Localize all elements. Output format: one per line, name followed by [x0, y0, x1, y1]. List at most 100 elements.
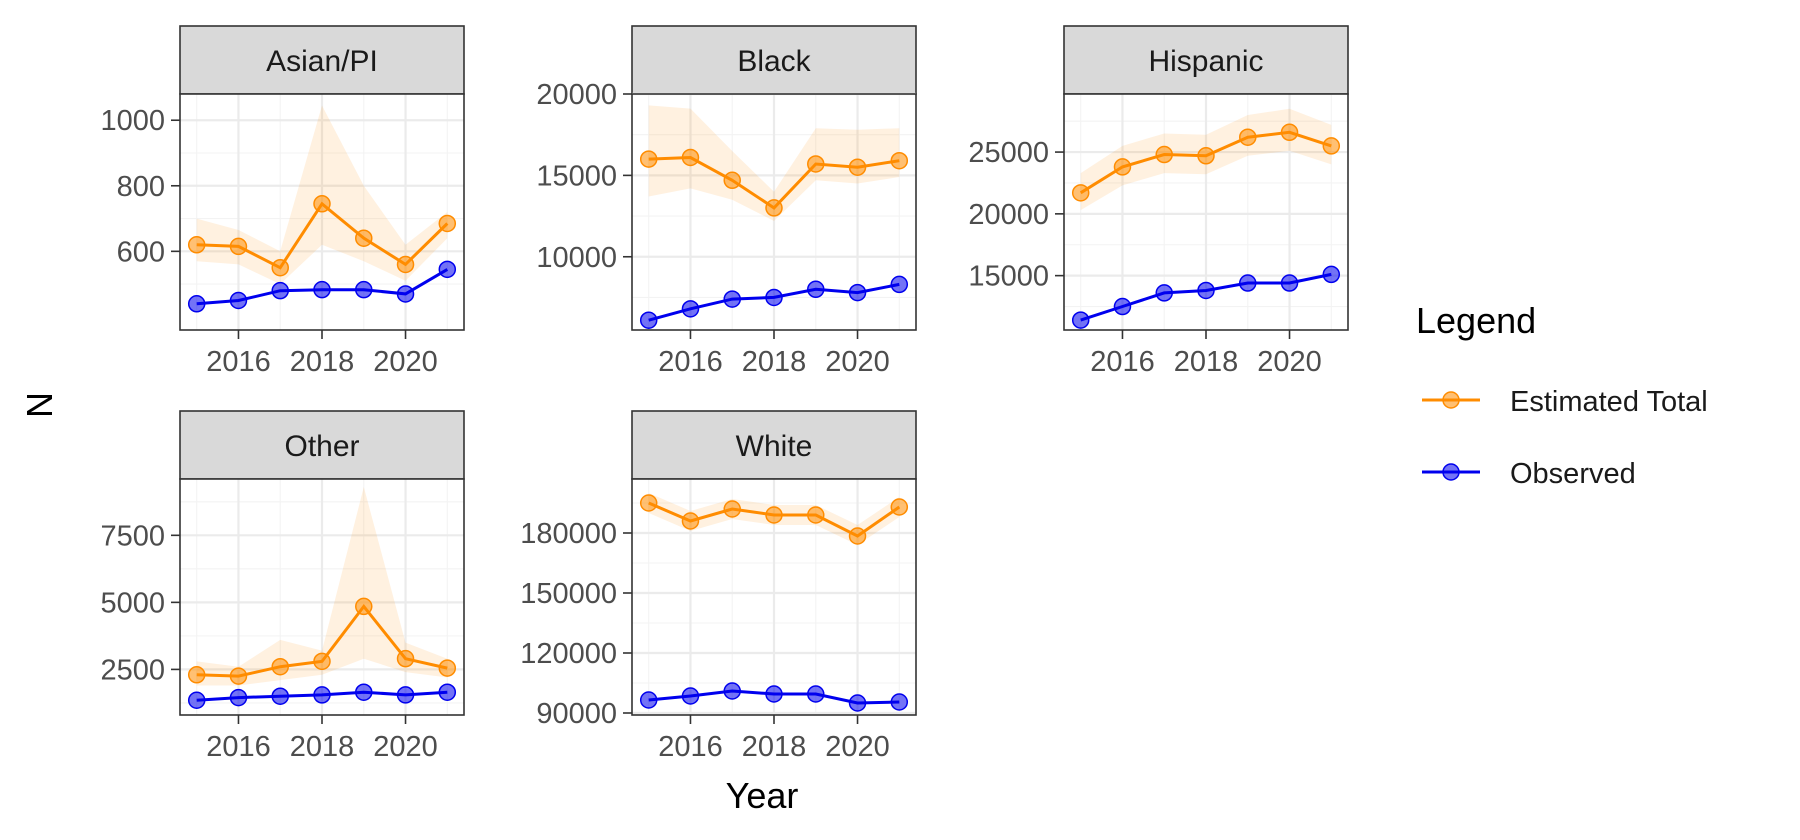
- point-observed-2018: [765, 685, 783, 703]
- x-tick-label: 2020: [1257, 346, 1322, 378]
- legend-label-estimated-total: Estimated Total: [1510, 386, 1708, 418]
- y-tick-label: 15000: [536, 160, 617, 192]
- point-estimated-total-2018: [313, 195, 331, 213]
- point-observed-2017: [723, 682, 741, 700]
- point-estimated-total-2021: [438, 214, 457, 233]
- y-tick-label: 15000: [968, 261, 1049, 293]
- point-observed-2021: [890, 275, 909, 294]
- strip-white: [631, 410, 917, 480]
- point-estimated-total-2018: [765, 199, 783, 217]
- strip-black: [631, 25, 917, 95]
- x-tick-label: 2016: [658, 731, 723, 763]
- point-estimated-total-2016: [681, 512, 700, 530]
- point-estimated-total-2015: [187, 666, 206, 684]
- panel-other: Other 2500 5000 7500 2016 2018 2020: [100, 410, 465, 763]
- point-observed-2020: [396, 285, 415, 303]
- x-tick-label: 2018: [742, 346, 807, 378]
- legend-entry-estimated-total: Estimated Total: [1422, 386, 1708, 418]
- point-estimated-total-2017: [271, 258, 289, 277]
- y-tick-label: 20000: [536, 79, 617, 111]
- legend-key-point-observed: [1442, 463, 1460, 481]
- y-tick-label: 7500: [100, 520, 165, 552]
- x-tick-label: 2018: [1174, 346, 1239, 378]
- y-tick-label: 2500: [100, 654, 165, 686]
- y-tick-label: 10000: [536, 242, 617, 274]
- y-tick-label: 25000: [968, 137, 1049, 169]
- point-observed-2016: [229, 291, 248, 310]
- y-tick-label: 180000: [520, 518, 617, 550]
- point-estimated-total-2020: [1280, 123, 1299, 142]
- point-observed-2020: [848, 694, 867, 712]
- point-estimated-total-2016: [681, 148, 700, 167]
- point-observed-2017: [1155, 284, 1173, 302]
- x-tick-label: 2020: [825, 731, 890, 763]
- x-tick-label: 2018: [290, 346, 355, 378]
- point-observed-2016: [1113, 297, 1132, 316]
- strip-label-white: White: [736, 430, 813, 463]
- point-observed-2018: [313, 280, 331, 299]
- point-observed-2019: [355, 280, 373, 299]
- point-estimated-total-2020: [848, 158, 867, 176]
- panel-black: Black 10000 15000 20000 2016 2018 2020: [536, 25, 917, 378]
- legend-title: Legend: [1416, 300, 1536, 341]
- point-estimated-total-2017: [1155, 145, 1173, 164]
- point-estimated-total-2016: [229, 237, 248, 256]
- legend: Legend Estimated Total Observed: [1416, 300, 1708, 490]
- point-estimated-total-2016: [229, 667, 248, 685]
- point-estimated-total-2021: [890, 498, 909, 516]
- point-estimated-total-2018: [1197, 147, 1215, 165]
- y-tick-label: 90000: [536, 698, 617, 730]
- point-estimated-total-2020: [848, 527, 867, 545]
- y-tick-label: 5000: [100, 587, 165, 619]
- point-observed-2016: [681, 687, 700, 705]
- legend-label-observed: Observed: [1510, 458, 1636, 490]
- y-tick-label: 120000: [520, 638, 617, 670]
- point-observed-2021: [890, 693, 909, 711]
- x-tick-label: 2016: [1090, 346, 1155, 378]
- point-estimated-total-2018: [765, 506, 783, 524]
- ribbon-estimated-total-black: [648, 105, 900, 221]
- point-observed-2021: [438, 260, 457, 279]
- strip-label-black: Black: [737, 45, 811, 78]
- point-observed-2021: [438, 683, 457, 701]
- point-observed-2017: [271, 687, 289, 705]
- y-axis-title: N: [19, 392, 60, 418]
- point-observed-2019: [807, 280, 825, 299]
- point-estimated-total-2020: [396, 649, 415, 668]
- point-observed-2019: [807, 685, 825, 703]
- point-estimated-total-2021: [1322, 137, 1341, 155]
- point-observed-2015: [187, 295, 206, 313]
- point-observed-2019: [355, 683, 373, 701]
- point-observed-2016: [229, 688, 248, 707]
- point-observed-2018: [1197, 281, 1215, 300]
- point-estimated-total-2020: [396, 255, 415, 274]
- x-tick-label: 2018: [290, 731, 355, 763]
- panel-white: White 90000 120000 150000 180000 2016 2018 2020: [520, 410, 917, 763]
- point-observed-2020: [848, 283, 867, 302]
- y-tick-label: 150000: [520, 578, 617, 610]
- point-observed-2018: [765, 288, 783, 307]
- strip-label-asian-pi: Asian/PI: [266, 45, 378, 78]
- point-observed-2015: [187, 691, 206, 709]
- point-observed-2017: [271, 281, 289, 300]
- point-estimated-total-2017: [271, 657, 289, 676]
- point-observed-2020: [1280, 274, 1299, 292]
- point-estimated-total-2019: [1239, 128, 1257, 146]
- ribbon-estimated-total-asian-pi: [196, 105, 448, 285]
- strip-asian-pi: [179, 25, 465, 95]
- y-tick-label: 1000: [100, 105, 165, 137]
- x-tick-label: 2016: [658, 346, 723, 378]
- point-estimated-total-2015: [639, 494, 658, 512]
- panel-asian-pi: Asian/PI 600 800 1000 2016 2018 2020: [100, 25, 465, 378]
- point-estimated-total-2019: [355, 597, 373, 616]
- point-estimated-total-2015: [1071, 184, 1090, 202]
- point-estimated-total-2017: [723, 500, 741, 518]
- point-estimated-total-2018: [313, 652, 331, 671]
- point-estimated-total-2016: [1113, 158, 1132, 176]
- legend-key-point-estimated-total: [1442, 391, 1460, 409]
- point-observed-2021: [1322, 265, 1341, 284]
- x-tick-label: 2016: [206, 346, 271, 378]
- x-tick-label: 2016: [206, 731, 271, 763]
- point-estimated-total-2019: [807, 506, 825, 524]
